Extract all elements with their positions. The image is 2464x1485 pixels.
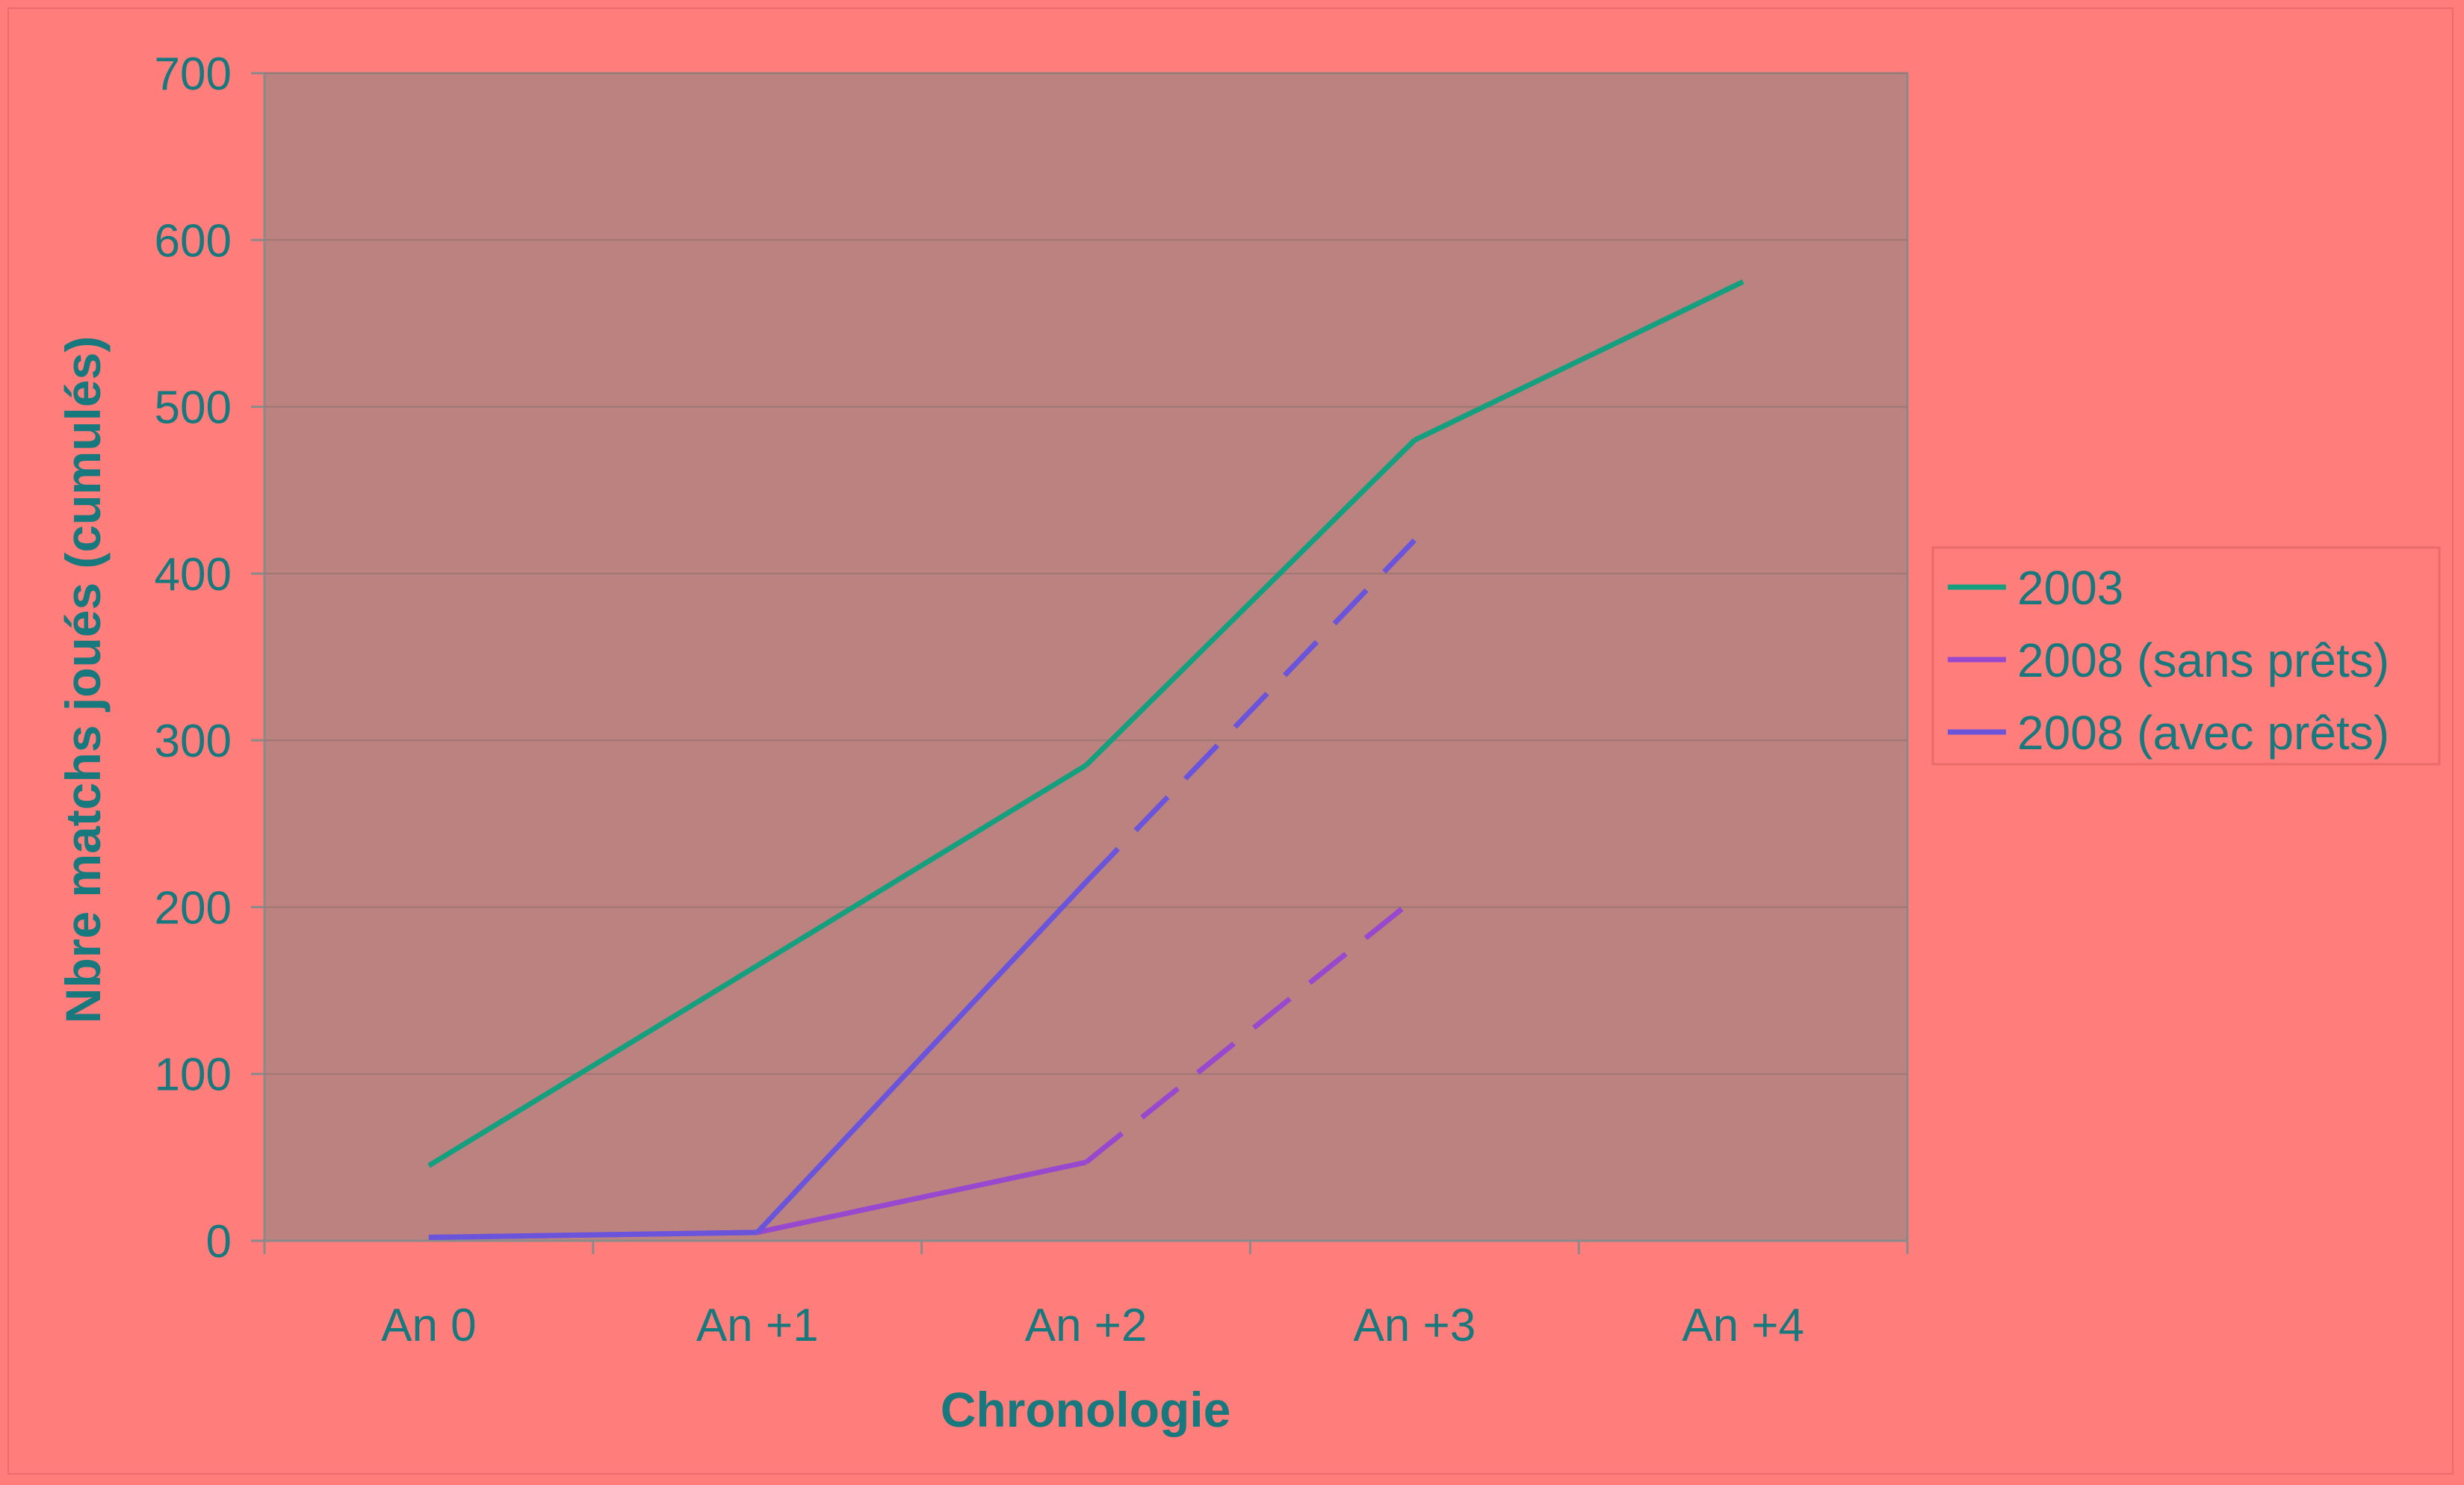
series-segment — [755, 763, 1088, 968]
y-tick-label: 400 — [155, 549, 232, 601]
series-segment-dashed — [1083, 538, 1417, 884]
series-0 — [427, 279, 1745, 1168]
x-tick-label: An 0 — [381, 1300, 477, 1351]
series-2 — [428, 538, 1417, 1241]
x-tick-label: An +3 — [1353, 1300, 1476, 1351]
axes: 0 100 200 300 400 500 600 700 An 0 An +1 An +2 An +… — [155, 49, 1909, 1351]
y-tick-label: 0 — [206, 1216, 232, 1268]
y-tick-label: 600 — [155, 215, 232, 267]
y-tick-label: 700 — [155, 49, 232, 100]
x-tick-label: An +2 — [1025, 1300, 1148, 1351]
series-segment — [1413, 279, 1745, 443]
plot-area — [263, 72, 1909, 1242]
x-tick-label: An +4 — [1682, 1300, 1804, 1351]
y-axis-title: Nbre matchs joués (cumulés) — [55, 336, 111, 1024]
legend: 2003 2008 (sans prêts) 2008 (avec prêts) — [1931, 546, 2441, 766]
x-axis-title: Chronologie — [941, 1382, 1231, 1437]
x-tick-label: An +1 — [696, 1300, 819, 1351]
y-tick-label: 200 — [155, 882, 232, 934]
y-tick-label: 300 — [155, 716, 232, 767]
legend-label: 2008 (avec prêts) — [2017, 706, 2389, 760]
series-segment — [756, 1159, 1087, 1236]
series-segment — [1084, 438, 1417, 768]
chart-frame — [7, 7, 2454, 1475]
series-lines — [427, 279, 1745, 1241]
y-tick-label: 100 — [155, 1050, 232, 1101]
legend-label: 2003 — [2017, 561, 2123, 615]
series-segment — [755, 880, 1089, 1235]
series-segment — [428, 1230, 758, 1241]
series-segment — [427, 963, 759, 1168]
y-tick-label: 500 — [155, 382, 232, 434]
legend-box — [1931, 546, 2441, 766]
gridlines — [264, 72, 1907, 1075]
legend-label: 2008 (sans prêts) — [2017, 633, 2389, 687]
